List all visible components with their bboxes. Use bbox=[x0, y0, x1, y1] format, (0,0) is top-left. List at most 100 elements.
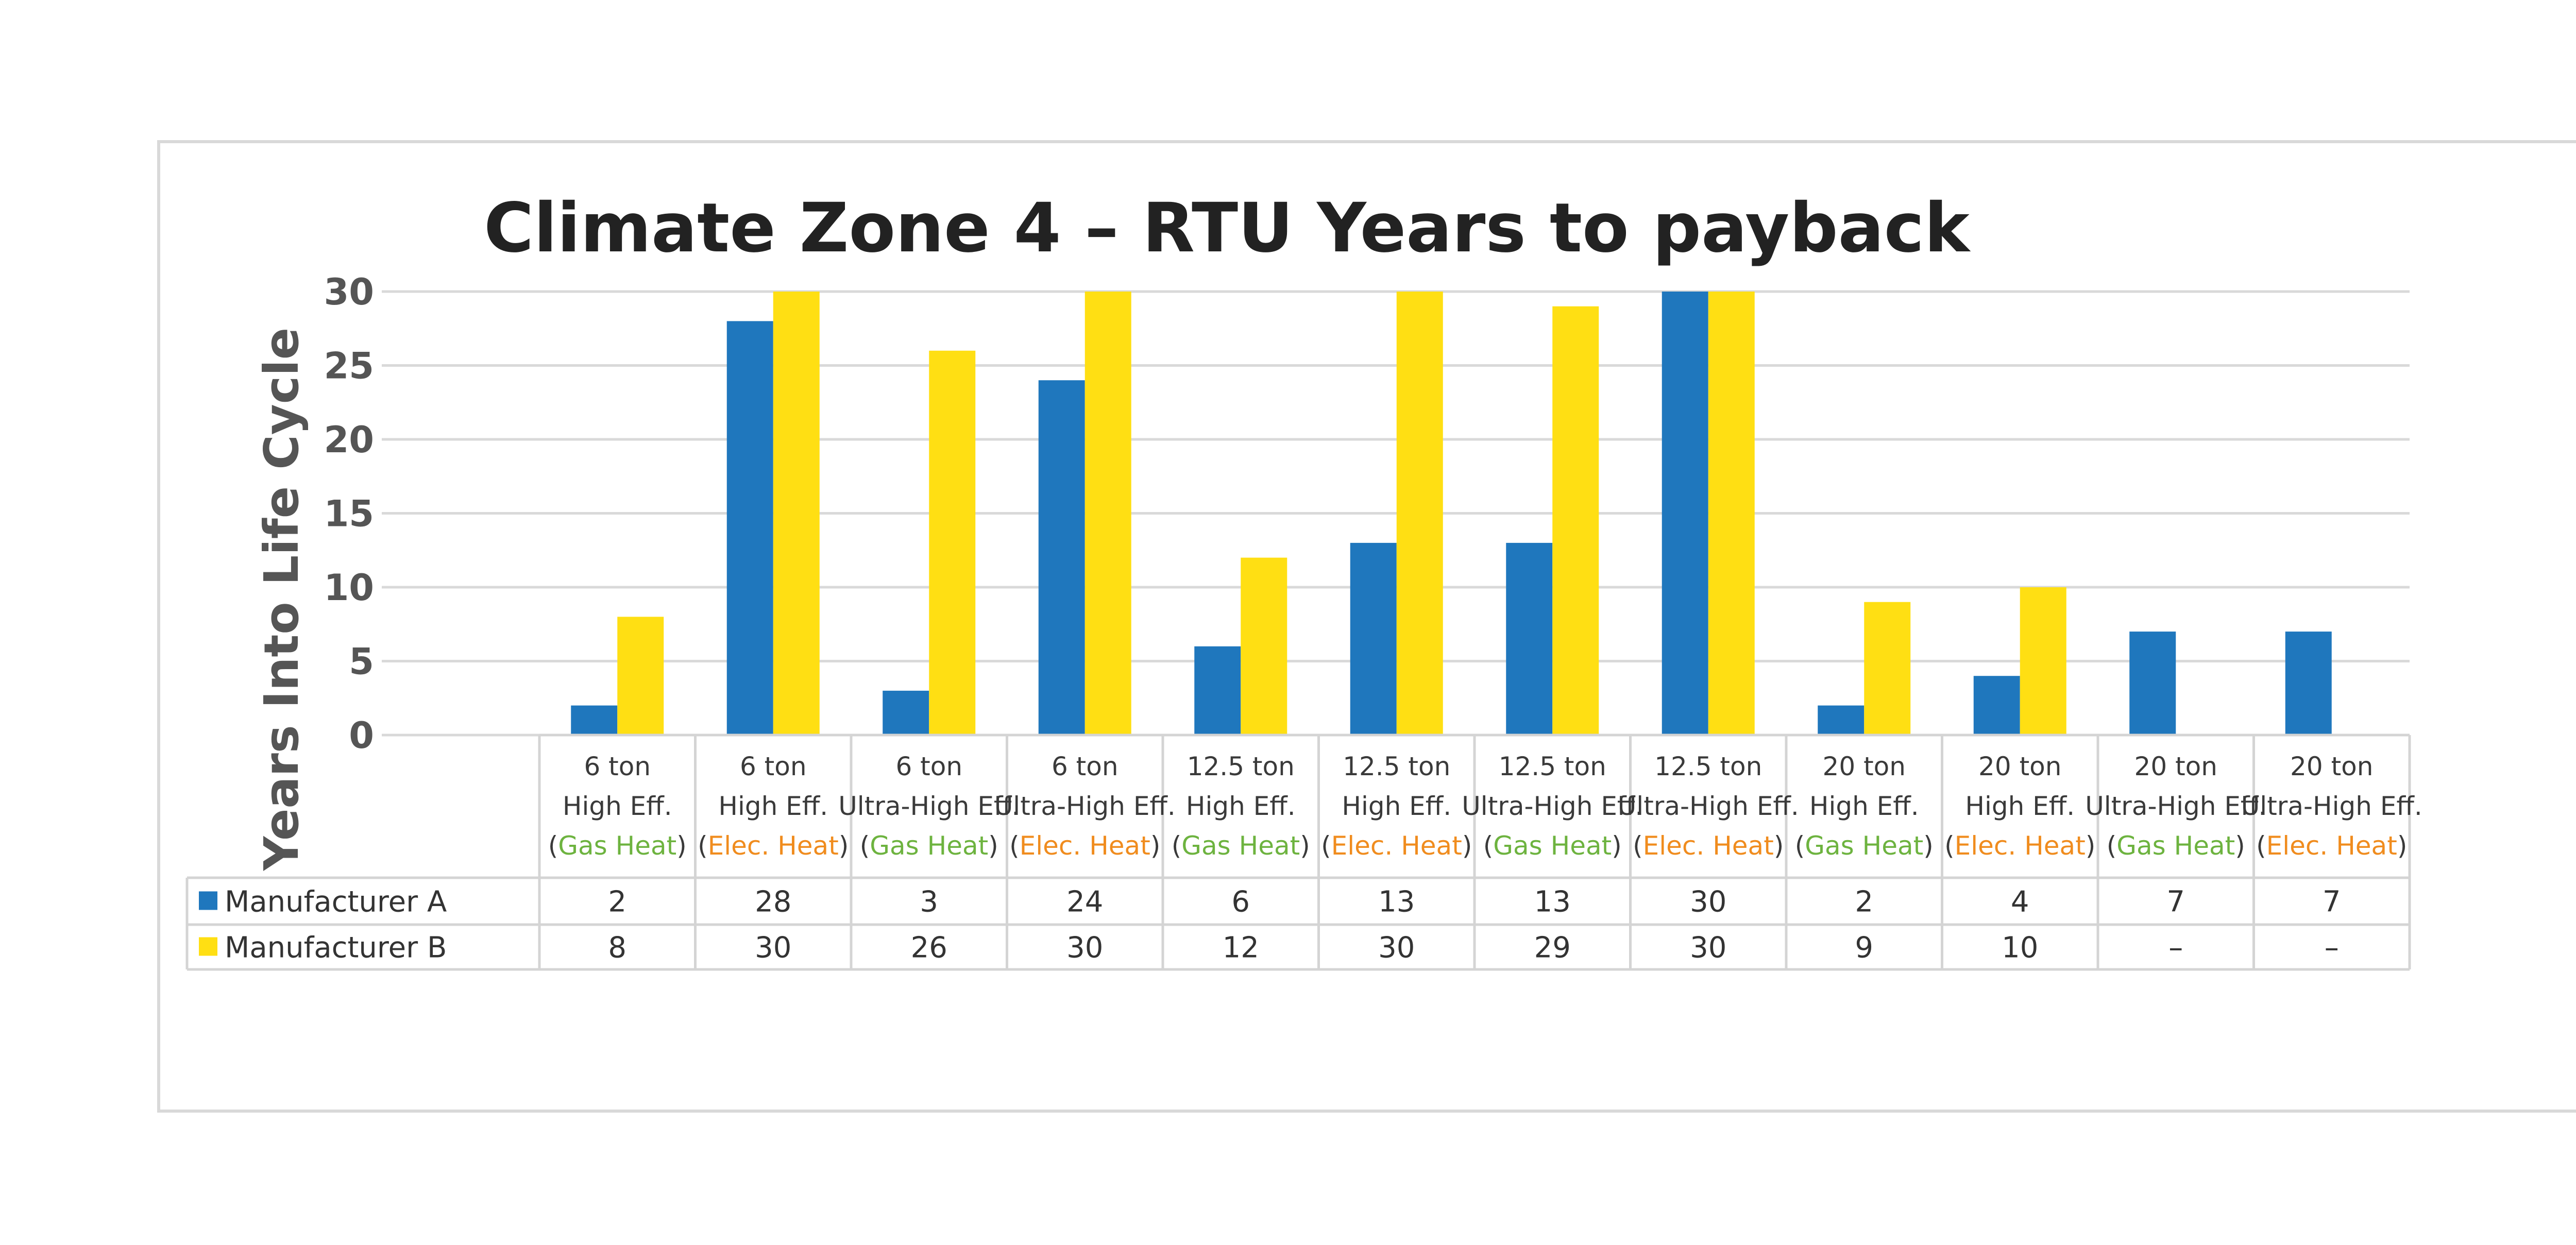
table-cell-value: 6 bbox=[1231, 885, 1250, 919]
category-size-label: 20 ton bbox=[1823, 752, 1906, 781]
bar-manufacturer-a bbox=[1818, 705, 1865, 735]
bar-manufacturer-b bbox=[929, 350, 976, 735]
category-heat-label: (Gas Heat) bbox=[2107, 831, 2245, 861]
bar-manufacturer-a bbox=[883, 690, 929, 735]
category-heat-label: (Elec. Heat) bbox=[698, 831, 849, 861]
table-cell-value: 13 bbox=[1378, 885, 1415, 919]
category-heat-label: (Gas Heat) bbox=[1795, 831, 1934, 861]
category-efficiency-label: Ultra-High Eff. bbox=[1462, 791, 1643, 821]
category-size-label: 6 ton bbox=[740, 752, 807, 781]
table-cell-value: 2 bbox=[608, 885, 626, 919]
category-efficiency-label: High Eff. bbox=[718, 791, 828, 821]
category-size-label: 20 ton bbox=[2134, 752, 2217, 781]
bar-manufacturer-a bbox=[1662, 292, 1708, 735]
category-heat-label: (Gas Heat) bbox=[1483, 831, 1622, 861]
y-tick-labels: 0 5 10 15 20 25 30 bbox=[324, 271, 374, 757]
legend-label: Manufacturer B bbox=[225, 931, 447, 965]
bar-manufacturer-b bbox=[617, 617, 664, 735]
category-heat-label: (Gas Heat) bbox=[860, 831, 998, 861]
table-cell-value: 30 bbox=[1066, 931, 1103, 965]
data-table: 6 ton High Eff. (Gas Heat) 6 ton High Eff. (E… bbox=[185, 734, 2422, 971]
category-efficiency-label: High Eff. bbox=[563, 791, 672, 821]
category-size-label: 6 ton bbox=[584, 752, 651, 781]
bar-manufacturer-b bbox=[1241, 557, 1287, 735]
table-cell-value: 7 bbox=[2323, 885, 2341, 919]
category-heat-label: (Elec. Heat) bbox=[1633, 831, 1784, 861]
table-cell-value: 3 bbox=[920, 885, 938, 919]
table-cell-value: 29 bbox=[1534, 931, 1571, 965]
bar-manufacturer-b bbox=[1708, 292, 1755, 735]
bar-manufacturer-a bbox=[571, 705, 618, 735]
bar-manufacturer-a bbox=[1506, 542, 1553, 735]
table-cell-value: 2 bbox=[1855, 885, 1873, 919]
category-efficiency-label: Ultra-High Eff. bbox=[1618, 791, 1799, 821]
legend-swatch bbox=[199, 891, 217, 910]
category-size-label: 20 ton bbox=[1978, 752, 2061, 781]
bar-manufacturer-a bbox=[1194, 646, 1241, 735]
category-size-label: 6 ton bbox=[895, 752, 962, 781]
table-cell-value: 30 bbox=[1690, 885, 1726, 919]
bar-manufacturer-b bbox=[773, 292, 820, 735]
table-cell-value: 30 bbox=[1690, 931, 1726, 965]
table-cell-value: 8 bbox=[608, 931, 626, 965]
chart: Climate Zone 4 – RTU Years to payback Ye… bbox=[185, 189, 2422, 971]
category-heat-label: (Elec. Heat) bbox=[1321, 831, 1472, 861]
table-cell-value: 30 bbox=[755, 931, 791, 965]
table-cell-value: 4 bbox=[2011, 885, 2029, 919]
category-efficiency-label: High Eff. bbox=[1965, 791, 2075, 821]
y-tick-label: 25 bbox=[324, 345, 374, 387]
bar-manufacturer-a bbox=[1350, 542, 1397, 735]
category-size-label: 12.5 ton bbox=[1499, 752, 1606, 781]
category-size-label: 6 ton bbox=[1052, 752, 1118, 781]
category-size-label: 12.5 ton bbox=[1187, 752, 1295, 781]
y-tick-label: 5 bbox=[349, 641, 374, 683]
y-tick-label: 20 bbox=[324, 419, 374, 461]
category-size-label: 12.5 ton bbox=[1343, 752, 1450, 781]
chart-frame: Climate Zone 4 – RTU Years to payback Ye… bbox=[157, 140, 2576, 1113]
bar-manufacturer-b bbox=[1552, 306, 1599, 735]
category-efficiency-label: Ultra-High Eff. bbox=[2241, 791, 2422, 821]
bar-manufacturer-a bbox=[726, 321, 773, 735]
y-tick-label: 0 bbox=[349, 714, 374, 757]
category-heat-label: (Elec. Heat) bbox=[1009, 831, 1160, 861]
bar-manufacturer-a bbox=[2129, 632, 2176, 735]
category-heat-label: (Elec. Heat) bbox=[2256, 831, 2407, 861]
y-tick-label: 10 bbox=[324, 567, 374, 609]
table-cell-value: 13 bbox=[1534, 885, 1571, 919]
table-cell-value: 12 bbox=[1223, 931, 1259, 965]
category-efficiency-label: Ultra-High Eff. bbox=[2085, 791, 2266, 821]
bar-manufacturer-a bbox=[1973, 676, 2020, 735]
table-cell-value: 30 bbox=[1378, 931, 1415, 965]
category-heat-label: (Gas Heat) bbox=[548, 831, 687, 861]
table-cell-value: – bbox=[2325, 931, 2339, 965]
table-cell-value: – bbox=[2168, 931, 2183, 965]
category-size-label: 12.5 ton bbox=[1654, 752, 1762, 781]
y-axis-label: Years Into Life Cycle bbox=[254, 328, 309, 871]
bars bbox=[571, 292, 2332, 735]
table-cell-value: 26 bbox=[911, 931, 947, 965]
y-tick-label: 15 bbox=[324, 493, 374, 535]
bar-manufacturer-b bbox=[1396, 292, 1443, 735]
category-size-label: 20 ton bbox=[2290, 752, 2373, 781]
table-cell-value: 7 bbox=[2166, 885, 2185, 919]
chart-title: Climate Zone 4 – RTU Years to payback bbox=[484, 189, 1971, 268]
table-cell-value: 10 bbox=[2002, 931, 2038, 965]
legend-label: Manufacturer A bbox=[225, 885, 447, 919]
bar-manufacturer-b bbox=[1864, 602, 1911, 735]
legend-swatch bbox=[199, 937, 217, 956]
bar-manufacturer-a bbox=[1038, 380, 1085, 735]
table-cell-value: 9 bbox=[1855, 931, 1873, 965]
table-cell-value: 24 bbox=[1066, 885, 1103, 919]
category-efficiency-label: High Eff. bbox=[1809, 791, 1919, 821]
bar-manufacturer-a bbox=[2285, 632, 2332, 735]
category-efficiency-label: High Eff. bbox=[1342, 791, 1451, 821]
category-efficiency-label: High Eff. bbox=[1186, 791, 1296, 821]
category-heat-label: (Gas Heat) bbox=[1172, 831, 1310, 861]
y-tick-label: 30 bbox=[324, 271, 374, 313]
category-efficiency-label: Ultra-High Eff. bbox=[994, 791, 1176, 821]
bar-manufacturer-b bbox=[1084, 292, 1131, 735]
bar-manufacturer-b bbox=[2020, 587, 2066, 735]
table-cell-value: 28 bbox=[755, 885, 791, 919]
category-efficiency-label: Ultra-High Eff. bbox=[838, 791, 1020, 821]
category-heat-label: (Elec. Heat) bbox=[1944, 831, 2095, 861]
